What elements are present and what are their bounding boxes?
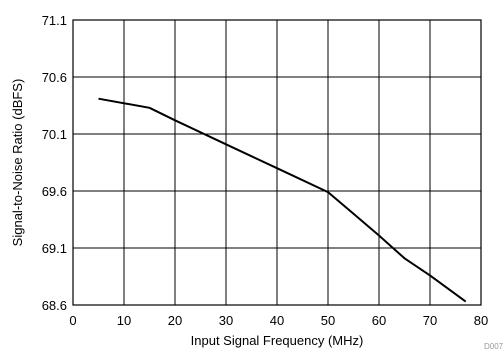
x-tick-label: 30 bbox=[219, 313, 233, 328]
y-tick-label: 69.6 bbox=[42, 184, 67, 199]
y-tick-label: 70.6 bbox=[42, 70, 67, 85]
x-tick-label: 80 bbox=[474, 313, 488, 328]
x-tick-label: 40 bbox=[270, 313, 284, 328]
x-tick-label: 10 bbox=[117, 313, 131, 328]
x-axis-ticks: 0 10 20 30 40 50 60 70 80 bbox=[69, 313, 488, 328]
y-tick-label: 69.1 bbox=[42, 241, 67, 256]
y-axis-label: Signal-to-Noise Ratio (dBFS) bbox=[10, 79, 25, 247]
y-tick-label: 70.1 bbox=[42, 127, 67, 142]
x-tick-label: 0 bbox=[69, 313, 76, 328]
x-tick-label: 50 bbox=[321, 313, 335, 328]
y-tick-label: 71.1 bbox=[42, 13, 67, 28]
x-tick-label: 60 bbox=[372, 313, 386, 328]
plot-frame bbox=[72, 19, 482, 306]
grid bbox=[72, 19, 482, 306]
series-line-0 bbox=[98, 97, 467, 303]
x-tick-label: 20 bbox=[168, 313, 182, 328]
y-tick-label: 68.6 bbox=[42, 298, 67, 313]
x-axis-label: Input Signal Frequency (MHz) bbox=[191, 333, 364, 348]
figure-code: D007 bbox=[484, 342, 504, 350]
series-layer bbox=[98, 97, 467, 303]
x-tick-label: 70 bbox=[423, 313, 437, 328]
y-axis-ticks: 68.6 69.1 69.6 70.1 70.6 71.1 bbox=[42, 13, 67, 313]
